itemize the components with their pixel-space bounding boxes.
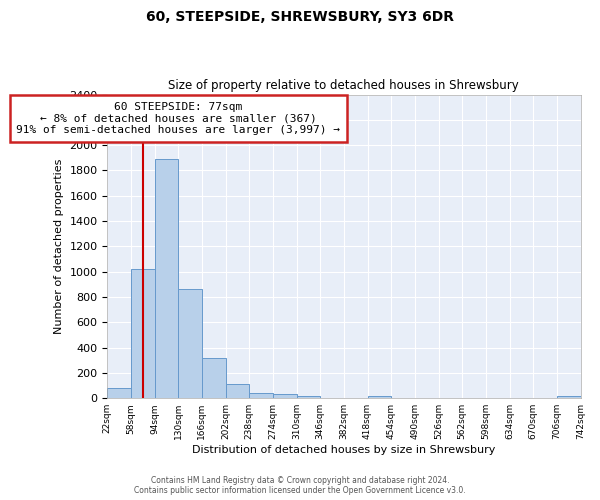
Bar: [107, 388, 131, 398]
Text: 60 STEEPSIDE: 77sqm
← 8% of detached houses are smaller (367)
91% of semi-detach: 60 STEEPSIDE: 77sqm ← 8% of detached hou…: [16, 102, 340, 136]
Text: 60, STEEPSIDE, SHREWSBURY, SY3 6DR: 60, STEEPSIDE, SHREWSBURY, SY3 6DR: [146, 10, 454, 24]
Bar: [296, 396, 320, 398]
Bar: [249, 392, 273, 398]
Bar: [226, 384, 249, 398]
Bar: [155, 159, 178, 398]
Bar: [178, 290, 202, 398]
Bar: [368, 396, 391, 398]
Bar: [273, 394, 296, 398]
Y-axis label: Number of detached properties: Number of detached properties: [54, 158, 64, 334]
Bar: [131, 269, 155, 398]
X-axis label: Distribution of detached houses by size in Shrewsbury: Distribution of detached houses by size …: [192, 445, 496, 455]
Bar: [202, 358, 226, 398]
Text: Contains HM Land Registry data © Crown copyright and database right 2024.
Contai: Contains HM Land Registry data © Crown c…: [134, 476, 466, 495]
Title: Size of property relative to detached houses in Shrewsbury: Size of property relative to detached ho…: [169, 79, 519, 92]
Bar: [557, 396, 581, 398]
